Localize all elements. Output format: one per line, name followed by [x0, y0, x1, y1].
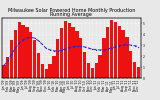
- Bar: [129, 51, 132, 78]
- Bar: [133, 62, 136, 78]
- Bar: [137, 66, 140, 78]
- Bar: [6, 57, 9, 78]
- Bar: [2, 66, 6, 78]
- Bar: [41, 64, 44, 78]
- Bar: [52, 56, 56, 78]
- Bar: [87, 63, 90, 78]
- Bar: [125, 37, 129, 78]
- Bar: [118, 26, 121, 78]
- Bar: [37, 54, 40, 78]
- Bar: [64, 21, 67, 78]
- Bar: [25, 27, 29, 78]
- Bar: [56, 39, 59, 78]
- Bar: [14, 30, 17, 78]
- Title: Milwaukee Solar Powered Home Monthly Production Running Average: Milwaukee Solar Powered Home Monthly Pro…: [8, 8, 135, 17]
- Bar: [114, 22, 117, 78]
- Bar: [21, 24, 25, 78]
- Bar: [18, 22, 21, 78]
- Bar: [110, 20, 113, 78]
- Bar: [95, 63, 98, 78]
- Bar: [29, 32, 32, 78]
- Bar: [68, 24, 71, 78]
- Bar: [60, 28, 63, 78]
- Bar: [91, 68, 94, 78]
- Bar: [121, 30, 125, 78]
- Bar: [98, 55, 102, 78]
- Bar: [10, 40, 13, 78]
- Bar: [48, 64, 52, 78]
- Bar: [102, 38, 105, 78]
- Bar: [33, 40, 36, 78]
- Bar: [79, 38, 82, 78]
- Bar: [106, 27, 109, 78]
- Bar: [83, 52, 86, 78]
- Bar: [45, 69, 48, 78]
- Bar: [75, 31, 79, 78]
- Bar: [72, 27, 75, 78]
